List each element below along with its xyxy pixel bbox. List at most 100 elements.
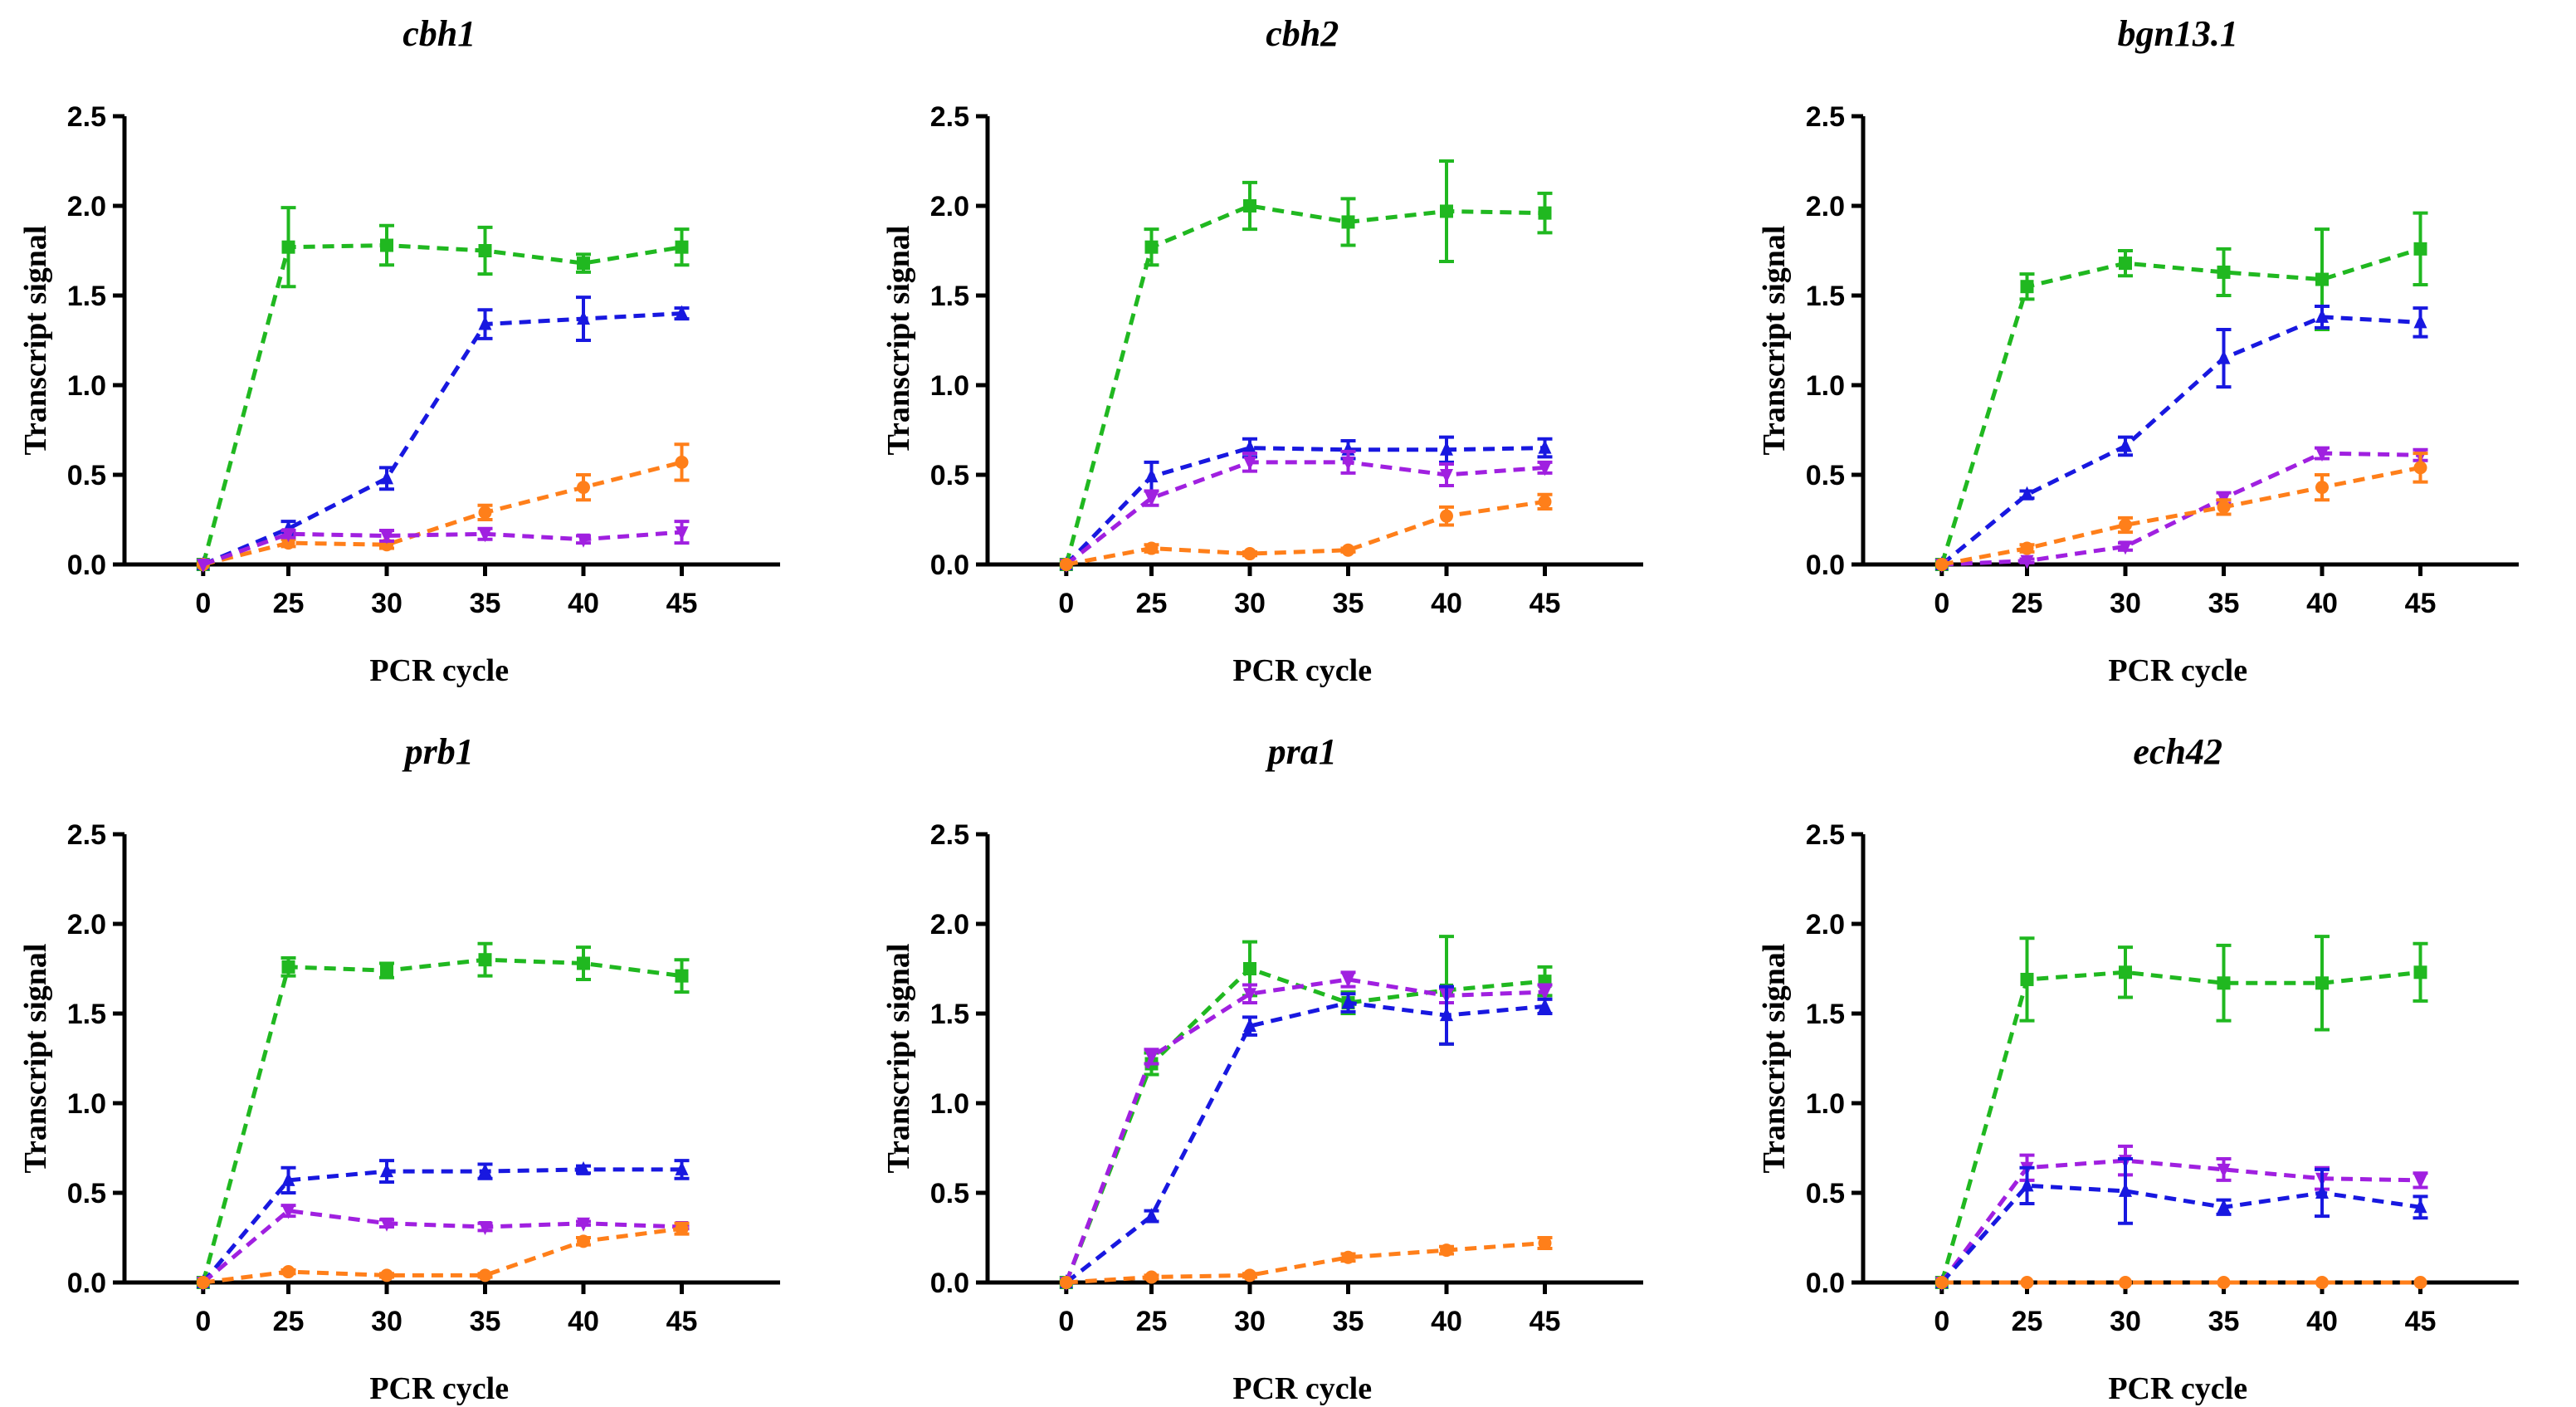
data-point <box>2315 1276 2329 1289</box>
x-tick-label: 45 <box>1530 588 1561 619</box>
data-point <box>2315 976 2329 990</box>
y-tick-label: 2.5 <box>930 819 969 851</box>
y-tick-label: 1.5 <box>67 281 106 312</box>
data-point <box>380 1163 393 1178</box>
data-point <box>1538 1236 1552 1250</box>
series-orange <box>1934 1276 2427 1289</box>
series-purple <box>1934 1144 2428 1291</box>
data-point <box>1243 456 1256 471</box>
y-axis-label: Transcript signal <box>881 944 916 1174</box>
data-point <box>281 1171 295 1186</box>
data-point <box>1538 986 1552 1001</box>
series-line <box>202 311 682 567</box>
y-axis-label: Transcript signal <box>18 944 53 1174</box>
series-purple <box>1059 970 1553 1291</box>
data-point <box>1243 199 1256 213</box>
series-line <box>202 1226 682 1285</box>
data-point <box>2119 256 2132 271</box>
data-point <box>1440 469 1453 483</box>
x-axis-label: PCR cycle <box>369 653 509 688</box>
data-point <box>1934 558 1949 571</box>
chart-panel-ech42: ech42 0.0 0.5 1.0 1.5 2.0 2.5 0 25 30 35 40 45 PCR cy… <box>1757 731 2519 1406</box>
y-tick-label: 1.0 <box>930 370 969 402</box>
data-point <box>380 238 393 252</box>
series-green <box>1934 935 2428 1289</box>
data-point <box>1059 558 1073 571</box>
x-tick-label: 40 <box>1431 588 1462 619</box>
data-point <box>1243 988 1256 1003</box>
data-point <box>2413 1174 2427 1189</box>
y-tick-label: 1.5 <box>930 999 969 1030</box>
series-line <box>202 1208 682 1284</box>
series-line <box>201 957 682 1283</box>
data-point <box>675 240 689 254</box>
data-point <box>1440 441 1453 456</box>
data-point <box>675 305 689 320</box>
x-tick-label: 45 <box>666 1306 698 1337</box>
y-tick-label: 0.0 <box>67 1268 106 1299</box>
y-axis-label: Transcript signal <box>18 226 53 456</box>
data-point <box>281 960 295 974</box>
data-point <box>2315 1185 2329 1199</box>
series-line <box>1941 465 2421 567</box>
chart-title: bgn13.1 <box>2117 13 2237 54</box>
series-orange <box>196 442 690 571</box>
x-tick-label: 35 <box>1333 1306 1364 1337</box>
data-point <box>2020 554 2034 569</box>
y-tick-label: 1.5 <box>1806 281 1845 312</box>
data-point <box>2119 1276 2132 1289</box>
data-point <box>2413 242 2427 256</box>
y-tick-label: 1.5 <box>930 281 969 312</box>
y-tick-label: 0.0 <box>930 1268 969 1299</box>
data-point <box>196 559 210 573</box>
data-point <box>1144 492 1159 507</box>
series-green <box>1059 935 1553 1289</box>
x-axis-label: PCR cycle <box>1232 653 1372 688</box>
data-point <box>1144 1208 1159 1223</box>
data-point <box>1538 206 1552 220</box>
data-point <box>2413 1276 2427 1289</box>
data-point <box>2119 518 2132 532</box>
data-point <box>1538 998 1552 1013</box>
series-line <box>202 530 682 567</box>
y-tick-label: 0.0 <box>67 550 106 581</box>
data-point <box>1538 439 1552 454</box>
x-tick-label: 45 <box>2405 588 2437 619</box>
chart-title: cbh1 <box>402 13 476 54</box>
data-point <box>478 953 492 967</box>
y-tick-label: 0.5 <box>930 1178 969 1209</box>
series-green <box>196 941 690 1289</box>
data-point <box>1440 1243 1453 1258</box>
data-point <box>478 1163 492 1178</box>
series-line <box>1065 460 1545 566</box>
data-point <box>1440 509 1453 523</box>
x-tick-label: 0 <box>1058 588 1074 619</box>
data-point <box>1341 973 1355 988</box>
data-point <box>2020 972 2034 986</box>
data-point <box>2217 1163 2231 1178</box>
data-point <box>478 506 492 520</box>
x-tick-label: 40 <box>2306 588 2338 619</box>
data-point <box>2217 976 2231 990</box>
y-tick-label: 1.0 <box>930 1088 969 1120</box>
data-point <box>577 1234 590 1248</box>
x-tick-label: 35 <box>470 588 501 619</box>
data-point <box>380 1268 393 1282</box>
data-point <box>2119 965 2132 980</box>
series-line <box>1064 203 1545 565</box>
data-point <box>1538 462 1552 476</box>
x-tick-label: 45 <box>2405 1306 2437 1337</box>
data-point <box>2413 1199 2427 1214</box>
data-point <box>281 536 295 550</box>
axes <box>122 834 780 1285</box>
series-blue <box>1059 984 1553 1288</box>
x-tick-label: 0 <box>195 588 211 619</box>
x-tick-label: 25 <box>273 588 305 619</box>
data-point <box>196 1276 210 1289</box>
data-point <box>2119 540 2132 555</box>
y-tick-label: 1.5 <box>67 999 106 1030</box>
data-point <box>1144 1050 1159 1065</box>
data-point <box>2217 265 2231 279</box>
data-point <box>577 310 590 325</box>
